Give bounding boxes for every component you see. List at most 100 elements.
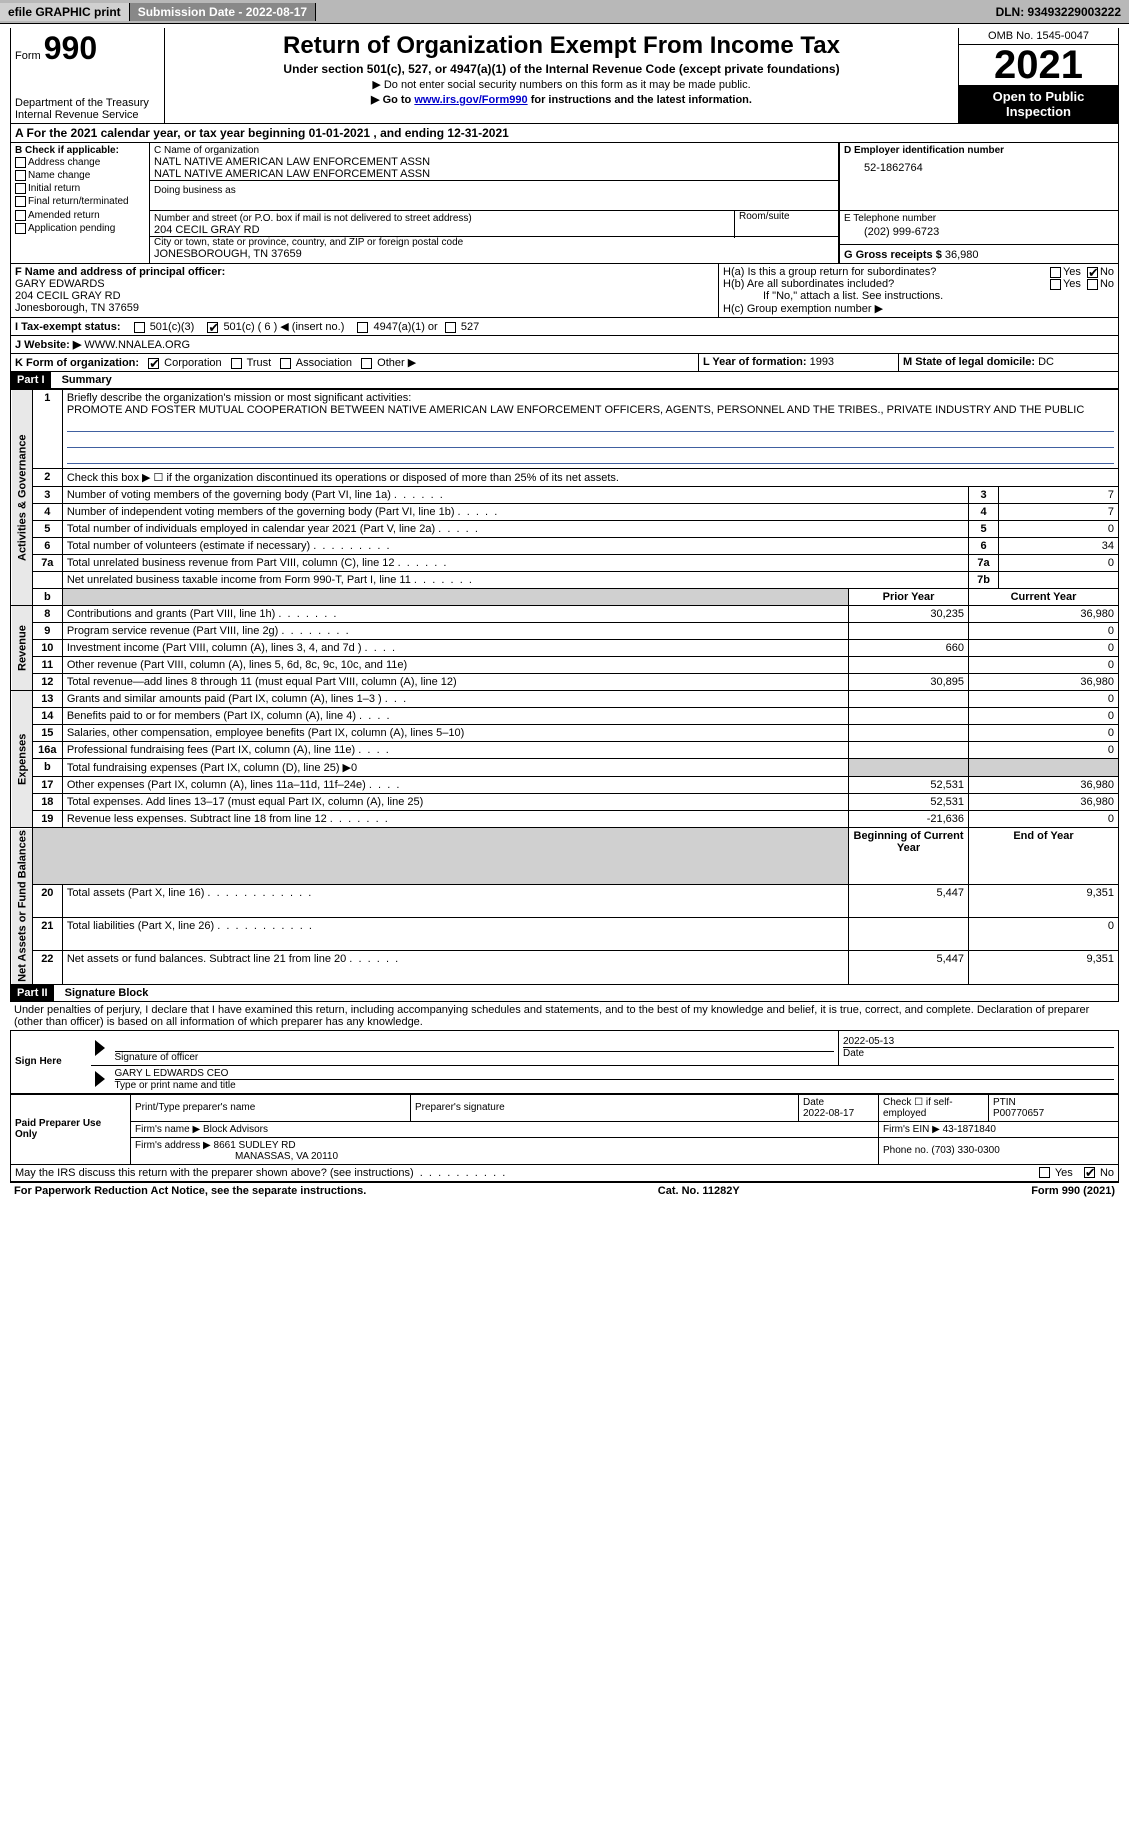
r4-val: 7: [999, 504, 1119, 521]
net-shade: [32, 828, 848, 885]
checkbox-amended[interactable]: [15, 210, 26, 221]
discuss-no-checkbox[interactable]: [1084, 1167, 1095, 1178]
website-value: WWW.NNALEA.ORG: [84, 339, 190, 351]
r9-text: Program service revenue (Part VIII, line…: [62, 623, 848, 640]
rb-shade: [62, 589, 848, 606]
section-m: M State of legal domicile: DC: [899, 354, 1119, 372]
dept-label: Department of the Treasury: [15, 97, 160, 109]
r16a-prior: [849, 742, 969, 759]
footer-right: Form 990 (2021): [1031, 1185, 1115, 1197]
sig-arrow-icon-2: [95, 1071, 105, 1087]
prep-sig-label: Preparer's signature: [411, 1094, 799, 1121]
checkbox-initial[interactable]: [15, 183, 26, 194]
r8-prior: 30,235: [849, 606, 969, 623]
declaration-text: Under penalties of perjury, I declare th…: [10, 1002, 1119, 1030]
form-subtitle: Under section 501(c), 527, or 4947(a)(1)…: [167, 62, 956, 76]
col-prior: Prior Year: [849, 589, 969, 606]
r16b-text: Total fundraising expenses (Part IX, col…: [62, 759, 848, 777]
cb-assoc[interactable]: [280, 358, 291, 369]
cb-other[interactable]: [361, 358, 372, 369]
j-label: J Website: ▶: [15, 339, 81, 351]
i-label: I Tax-exempt status:: [15, 321, 121, 333]
r19-prior: -21,636: [849, 811, 969, 828]
footer-mid: Cat. No. 11282Y: [658, 1185, 740, 1197]
checkbox-app[interactable]: [15, 223, 26, 234]
r4-text: Number of independent voting members of …: [62, 504, 968, 521]
4947-label: 4947(a)(1) or: [374, 321, 438, 333]
sig-arrow-icon: [95, 1040, 105, 1056]
part1-header-row: Part I Summary: [10, 372, 1119, 389]
paid-preparer-label: Paid Preparer Use Only: [11, 1094, 131, 1164]
r22-prior: 5,447: [849, 951, 969, 984]
r6-box: 6: [969, 538, 999, 555]
trust-label: Trust: [247, 357, 272, 369]
checkbox-address[interactable]: [15, 157, 26, 168]
section-f: F Name and address of principal officer:…: [10, 264, 719, 318]
may-discuss-row: May the IRS discuss this return with the…: [10, 1165, 1119, 1182]
c-name-label: C Name of organization: [154, 145, 834, 156]
ha-yes-checkbox[interactable]: [1050, 267, 1061, 278]
ha-no-checkbox[interactable]: [1087, 267, 1098, 278]
section-j: J Website: ▶ WWW.NNALEA.ORG: [10, 336, 1119, 354]
revenue-label: Revenue: [11, 606, 33, 691]
m-label: M State of legal domicile:: [903, 356, 1035, 368]
activities-label: Activities & Governance: [11, 390, 33, 606]
r21-text: Total liabilities (Part X, line 26) . . …: [62, 918, 848, 951]
irs-link[interactable]: www.irs.gov/Form990: [414, 94, 527, 106]
section-c-name: C Name of organization NATL NATIVE AMERI…: [150, 143, 839, 211]
note-2: ▶ Go to www.irs.gov/Form990 for instruct…: [167, 93, 956, 106]
cb-corp[interactable]: [148, 358, 159, 369]
cb-501c[interactable]: [207, 322, 218, 333]
r7b-num: [32, 572, 62, 589]
ein-value: 52-1862764: [844, 156, 1114, 174]
form-title: Return of Organization Exempt From Incom…: [167, 32, 956, 60]
section-k: K Form of organization: Corporation Trus…: [10, 354, 699, 372]
checkbox-final[interactable]: [15, 196, 26, 207]
r16a-text: Professional fundraising fees (Part IX, …: [62, 742, 848, 759]
checkbox-name[interactable]: [15, 170, 26, 181]
ptin-value: P00770657: [993, 1108, 1044, 1119]
r17-text: Other expenses (Part IX, column (A), lin…: [62, 777, 848, 794]
ha-yes: Yes: [1063, 266, 1081, 278]
r7b-box: 7b: [969, 572, 999, 589]
part1-header: Part I: [11, 372, 51, 388]
discuss-yes-checkbox[interactable]: [1039, 1167, 1050, 1178]
officer-addr2: Jonesborough, TN 37659: [15, 302, 714, 314]
r13-prior: [849, 691, 969, 708]
cb-trust[interactable]: [231, 358, 242, 369]
r11-prior: [849, 657, 969, 674]
r13-num: 13: [32, 691, 62, 708]
year-box: OMB No. 1545-0047 2021 Open to Public In…: [959, 28, 1119, 124]
r4-box: 4: [969, 504, 999, 521]
k-label: K Form of organization:: [15, 357, 139, 369]
dba-label: Doing business as: [154, 181, 834, 196]
hb-yes-checkbox[interactable]: [1050, 279, 1061, 290]
r12-cur: 36,980: [969, 674, 1119, 691]
cal-end: 12-31-2021: [447, 126, 508, 140]
submission-date: Submission Date - 2022-08-17: [130, 3, 316, 21]
r12-text: Total revenue—add lines 8 through 11 (mu…: [62, 674, 848, 691]
r19-num: 19: [32, 811, 62, 828]
r6-val: 34: [999, 538, 1119, 555]
hb-yes: Yes: [1063, 278, 1081, 290]
note-1: ▶ Do not enter social security numbers o…: [167, 78, 956, 91]
cal-mid: , and ending: [373, 126, 447, 140]
cb-501c3[interactable]: [134, 322, 145, 333]
r11-text: Other revenue (Part VIII, column (A), li…: [62, 657, 848, 674]
r5-text: Total number of individuals employed in …: [62, 521, 968, 538]
preparer-table: Paid Preparer Use Only Print/Type prepar…: [10, 1094, 1119, 1165]
footer-row: For Paperwork Reduction Act Notice, see …: [10, 1182, 1119, 1199]
r22-cur: 9,351: [969, 951, 1119, 984]
r22-text: Net assets or fund balances. Subtract li…: [62, 951, 848, 984]
cb-527[interactable]: [445, 322, 456, 333]
officer-name: GARY EDWARDS: [15, 278, 714, 290]
r20-num: 20: [32, 884, 62, 917]
efile-label[interactable]: efile GRAPHIC print: [0, 3, 130, 21]
prep-date: 2022-08-17: [803, 1108, 854, 1119]
r5-num: 5: [32, 521, 62, 538]
cb-4947[interactable]: [357, 322, 368, 333]
r22-num: 22: [32, 951, 62, 984]
r18-text: Total expenses. Add lines 13–17 (must eq…: [62, 794, 848, 811]
officer-addr1: 204 CECIL GRAY RD: [15, 290, 714, 302]
cb-amended-label: Amended return: [28, 210, 100, 221]
